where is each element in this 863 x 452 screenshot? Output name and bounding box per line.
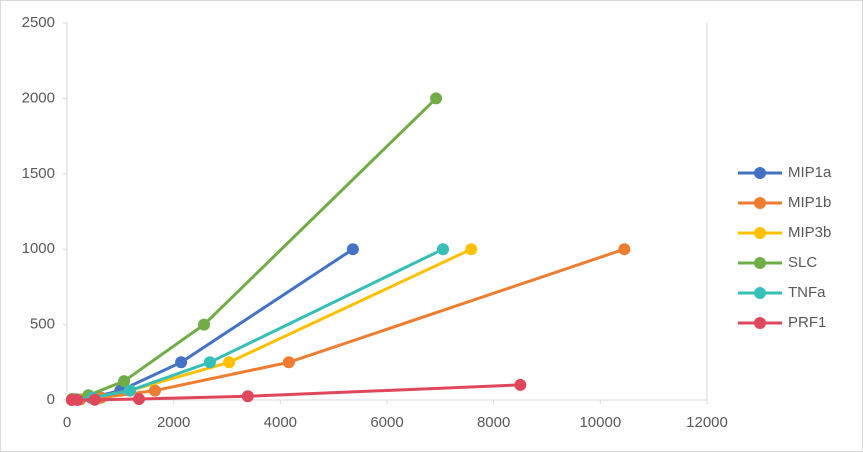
legend-marker bbox=[754, 257, 766, 269]
y-tick-label: 1500 bbox=[22, 165, 55, 182]
point bbox=[282, 356, 295, 369]
x-tick-label: 4000 bbox=[264, 414, 297, 431]
y-tick-label: 2500 bbox=[22, 14, 55, 31]
x-tick-label: 10000 bbox=[579, 414, 621, 431]
legend-marker bbox=[754, 167, 766, 179]
point bbox=[118, 375, 131, 388]
legend-label: MIP1a bbox=[788, 164, 832, 181]
point bbox=[430, 92, 443, 105]
point bbox=[65, 393, 78, 406]
x-tick-label: 0 bbox=[63, 414, 71, 431]
legend-label: MIP1b bbox=[788, 194, 831, 211]
legend-label: MIP3b bbox=[788, 224, 831, 241]
point bbox=[618, 243, 631, 256]
x-tick-label: 6000 bbox=[370, 414, 403, 431]
point bbox=[88, 393, 101, 406]
point bbox=[175, 356, 188, 369]
point bbox=[241, 390, 254, 403]
point bbox=[465, 243, 478, 256]
legend-label: SLC bbox=[788, 254, 817, 271]
legend-marker bbox=[754, 197, 766, 209]
y-tick-label: 0 bbox=[47, 391, 55, 408]
point bbox=[437, 243, 449, 256]
y-tick-label: 500 bbox=[30, 316, 55, 333]
x-tick-label: 8000 bbox=[477, 414, 510, 431]
y-tick-label: 1000 bbox=[22, 240, 55, 257]
legend-label: PRF1 bbox=[788, 314, 826, 331]
point bbox=[223, 356, 236, 369]
y-tick-label: 2000 bbox=[22, 89, 55, 106]
point bbox=[133, 393, 145, 406]
x-tick-label: 2000 bbox=[157, 414, 190, 431]
x-tick-label: 12000 bbox=[686, 414, 728, 431]
point bbox=[346, 243, 359, 256]
legend-marker bbox=[754, 317, 766, 329]
legend-label: TNFa bbox=[788, 284, 826, 301]
point bbox=[203, 356, 216, 369]
point bbox=[514, 378, 527, 391]
legend-marker bbox=[754, 227, 766, 239]
point bbox=[149, 384, 161, 397]
point bbox=[198, 318, 211, 331]
point bbox=[123, 384, 136, 397]
legend-marker bbox=[754, 287, 766, 299]
